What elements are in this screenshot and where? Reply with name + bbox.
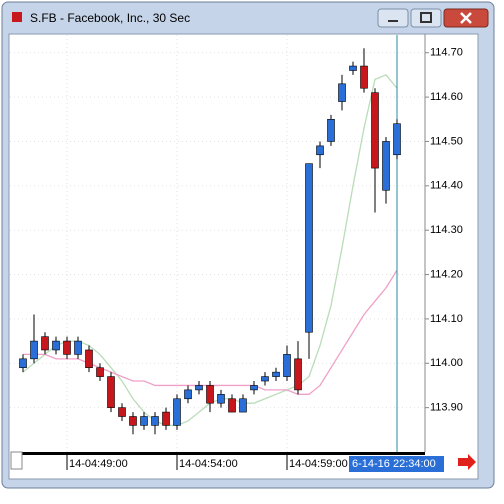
x-tick-label: 14-04:59:00 [289, 458, 348, 470]
candle-body [19, 358, 27, 369]
candle-body [107, 376, 115, 408]
candle-body [129, 416, 137, 426]
candle-body [349, 65, 357, 71]
y-tick-label: 114.60 [430, 91, 463, 103]
candle-body [283, 354, 291, 377]
y-tick-label: 114.50 [430, 135, 463, 147]
candle-body [261, 376, 269, 382]
crosshair-label: 6-14-16 22:34:00 [352, 458, 436, 470]
close-icon [460, 12, 472, 24]
y-tick-label: 114.40 [430, 180, 463, 192]
candle-body [118, 407, 126, 417]
candle-body [360, 65, 368, 89]
candle-body [96, 367, 104, 377]
candle-body [206, 385, 214, 404]
candle-body [52, 340, 60, 351]
candle-body [305, 163, 313, 333]
candle-body [239, 398, 247, 413]
app-icon [12, 12, 22, 22]
candle-body [294, 358, 302, 391]
scroll-box[interactable] [10, 451, 23, 470]
candle-body [85, 349, 93, 369]
candle-body [393, 123, 401, 156]
x-tick-label: 14-04:54:00 [179, 458, 238, 470]
candle-body [316, 145, 324, 156]
candle-body [250, 385, 258, 391]
candle-body [162, 411, 170, 426]
maximize-icon [420, 12, 432, 23]
y-tick-label: 114.10 [430, 313, 463, 325]
y-tick-label: 114.30 [430, 224, 463, 236]
candle-body [327, 118, 335, 142]
candle-body [272, 371, 280, 377]
candle-body [140, 416, 148, 426]
candle-body [41, 336, 49, 351]
minimize-button[interactable] [377, 8, 409, 28]
window-title: S.FB - Facebook, Inc., 30 Sec [30, 11, 190, 25]
time-axis-bar [22, 452, 425, 455]
y-tick-label: 114.00 [430, 357, 463, 369]
candle-body [173, 398, 181, 426]
scroll-arrow[interactable] [458, 454, 476, 470]
candle-body [217, 394, 225, 404]
candle-body [151, 416, 159, 426]
candle-body [184, 389, 192, 400]
y-tick-label: 114.70 [430, 47, 463, 59]
candle-body [74, 340, 82, 355]
maximize-button[interactable] [410, 8, 442, 28]
candle-body [63, 340, 71, 355]
x-tick-label: 14-04:49:00 [69, 458, 128, 470]
candle-body [371, 92, 379, 169]
y-tick-label: 114.20 [430, 268, 463, 280]
candle-body [30, 340, 38, 360]
candle-body [338, 83, 346, 102]
candle-body [195, 385, 203, 391]
y-tick-label: 113.90 [430, 402, 463, 414]
candle-body [228, 398, 236, 413]
candle-body [382, 141, 390, 191]
crosshair-label-box [349, 456, 444, 472]
